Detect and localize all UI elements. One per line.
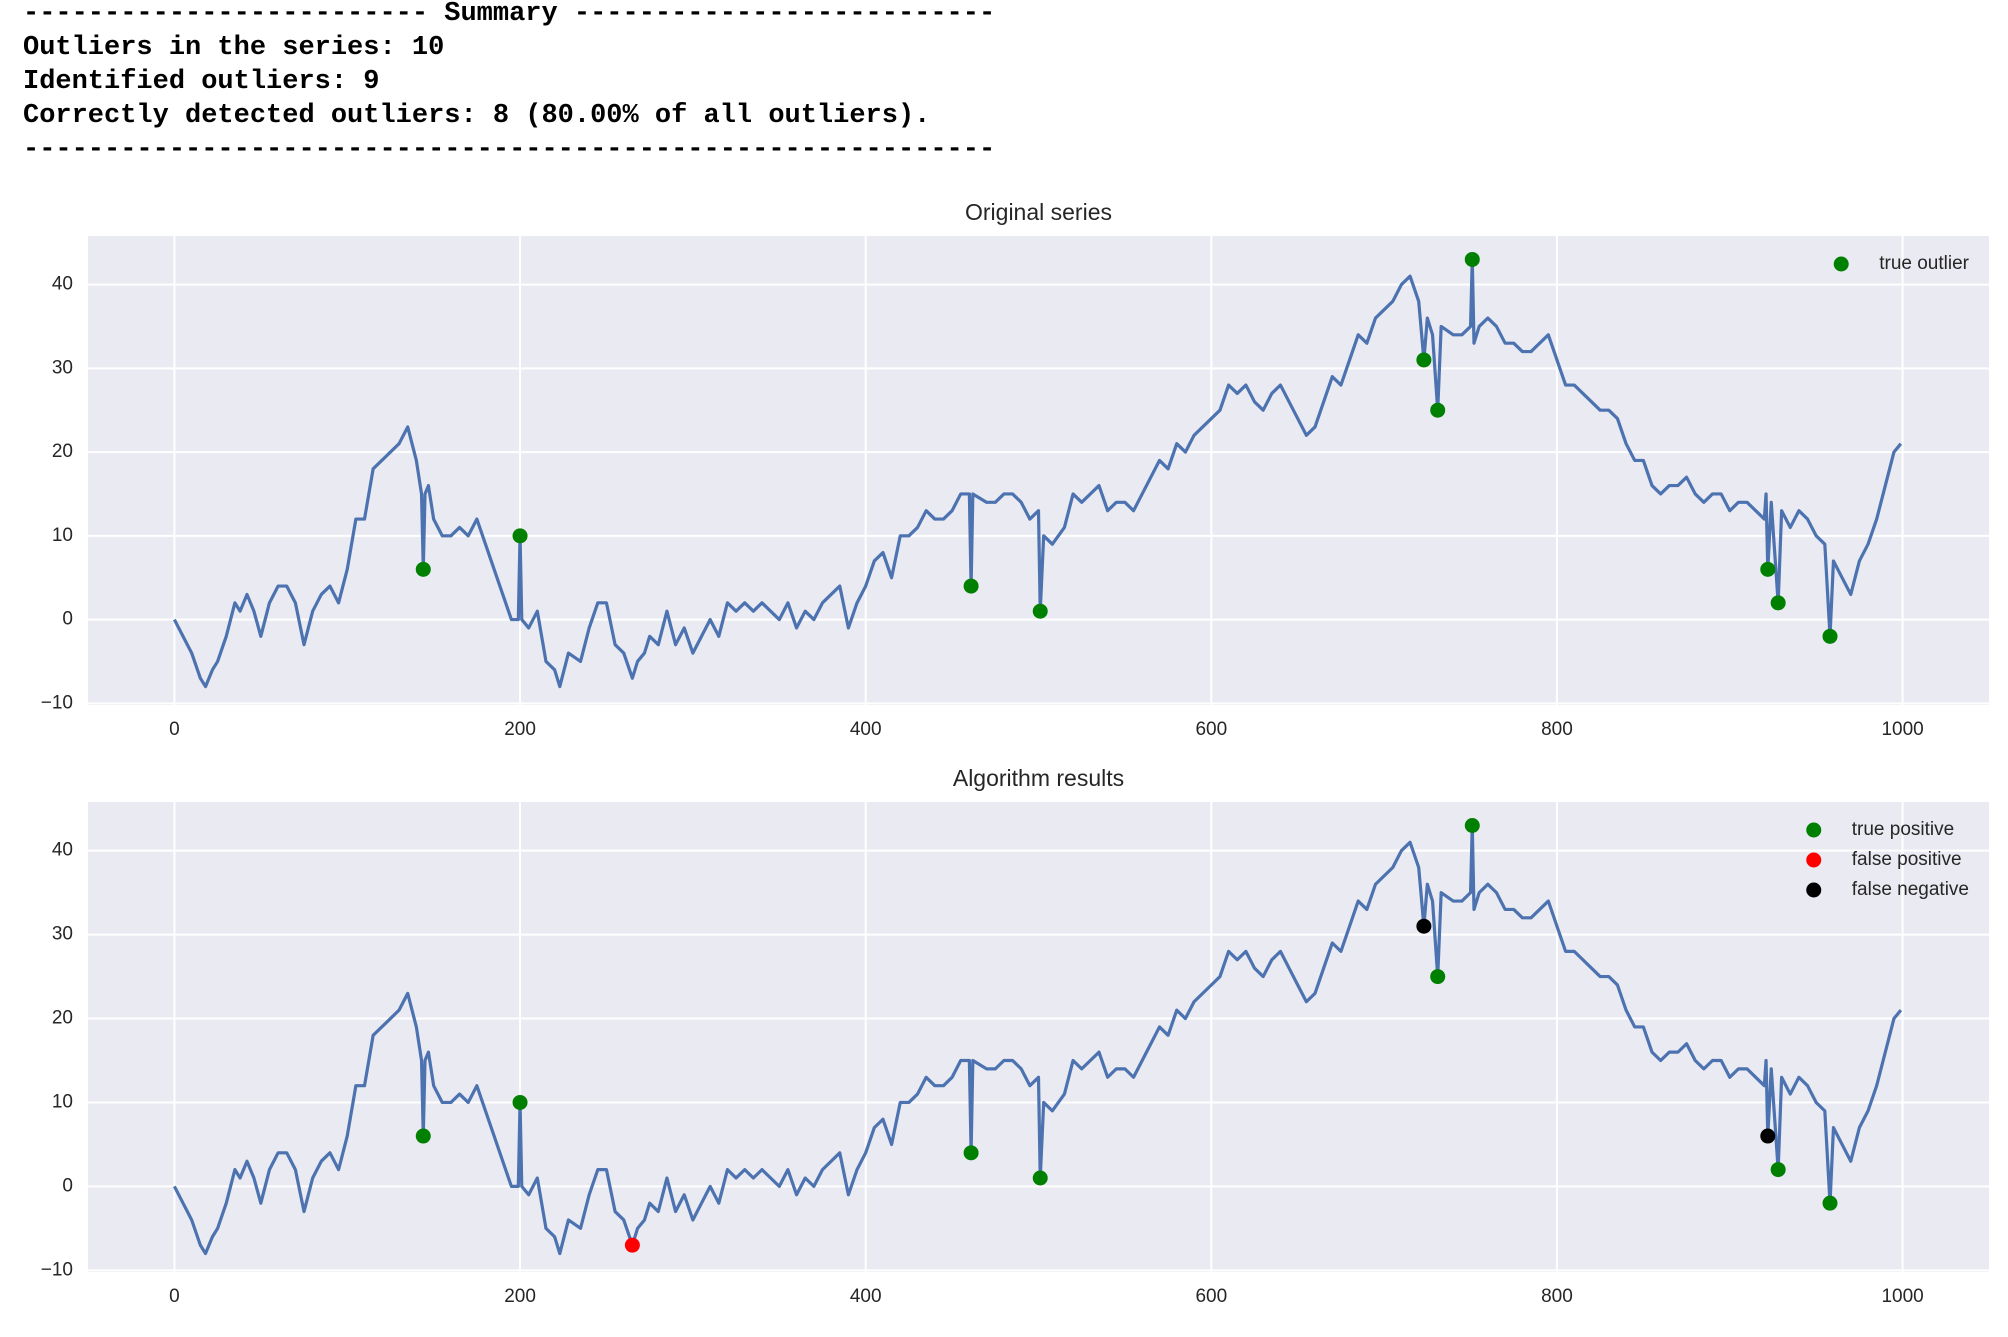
- series-line: [172, 257, 1903, 689]
- outlier-point: [1032, 603, 1048, 619]
- outlier-point: [512, 528, 528, 544]
- outlier-point: [415, 1128, 431, 1144]
- x-tick-label: 0: [169, 1286, 180, 1307]
- outlier-point: [1464, 818, 1480, 833]
- chart-title: Original series: [965, 199, 1112, 225]
- x-tick-label: 400: [850, 1286, 882, 1307]
- summary-line: ------------------------- Summary ------…: [23, 0, 995, 29]
- summary-line: ----------------------------------------…: [23, 135, 995, 165]
- y-tick-label: 30: [52, 924, 73, 945]
- outlier-point: [1770, 595, 1786, 611]
- y-tick-label: 40: [52, 840, 73, 861]
- y-tick-label: −10: [41, 1259, 73, 1280]
- y-tick-label: 30: [52, 357, 73, 378]
- plot-area: [88, 802, 1989, 1272]
- outlier-point: [1430, 402, 1446, 418]
- outlier-point: [1760, 561, 1776, 577]
- y-tick-label: 20: [52, 1008, 73, 1029]
- outlier-point: [1416, 918, 1432, 934]
- x-tick-label: 0: [169, 719, 180, 740]
- x-tick-label: 600: [1195, 1286, 1227, 1307]
- x-tick-label: 1000: [1881, 1286, 1923, 1307]
- outlier-point: [512, 1094, 528, 1110]
- y-tick-label: 0: [62, 609, 73, 630]
- legend-marker: [1806, 852, 1822, 868]
- y-tick-label: 10: [52, 525, 73, 546]
- summary-line: Outliers in the series: 10: [23, 33, 444, 63]
- outlier-point: [624, 1237, 640, 1253]
- y-tick-label: −10: [41, 692, 73, 713]
- summary-line: Correctly detected outliers: 8 (80.00% o…: [23, 101, 930, 131]
- outlier-point: [1032, 1170, 1048, 1186]
- legend-marker: [1806, 822, 1822, 838]
- legend-label: true outlier: [1879, 253, 1969, 274]
- summary-line: Identified outliers: 9: [23, 67, 379, 97]
- outlier-point: [1822, 1195, 1838, 1211]
- x-tick-label: 400: [850, 719, 882, 740]
- x-tick-label: 600: [1195, 719, 1227, 740]
- outlier-point: [1416, 352, 1432, 368]
- y-tick-label: 0: [62, 1175, 73, 1196]
- outlier-point: [1822, 628, 1838, 644]
- x-tick-label: 800: [1541, 1286, 1573, 1307]
- series-line: [172, 823, 1903, 1256]
- outlier-point: [963, 578, 979, 594]
- legend: true outlier: [1833, 253, 1970, 274]
- x-tick-label: 1000: [1881, 719, 1923, 740]
- outlier-point: [1464, 251, 1480, 267]
- legend-label: false positive: [1852, 849, 1962, 870]
- y-tick-label: 10: [52, 1091, 73, 1112]
- legend-marker: [1806, 882, 1822, 898]
- outlier-point: [1770, 1162, 1786, 1178]
- chart-title: Algorithm results: [953, 765, 1124, 791]
- legend: true positive false positive false negativ…: [1806, 819, 1969, 900]
- legend-marker: [1833, 256, 1849, 272]
- legend-label: false negative: [1852, 879, 1969, 900]
- x-tick-label: 200: [504, 1286, 536, 1307]
- outlier-point: [963, 1145, 979, 1161]
- plot-area: [88, 236, 1989, 705]
- x-tick-label: 800: [1541, 719, 1573, 740]
- x-tick-label: 200: [504, 719, 536, 740]
- outlier-point: [1430, 969, 1446, 985]
- y-tick-label: 40: [52, 274, 73, 295]
- y-tick-label: 20: [52, 441, 73, 462]
- outlier-point: [415, 561, 431, 577]
- legend-label: true positive: [1852, 819, 1954, 840]
- outlier-point: [1760, 1128, 1776, 1144]
